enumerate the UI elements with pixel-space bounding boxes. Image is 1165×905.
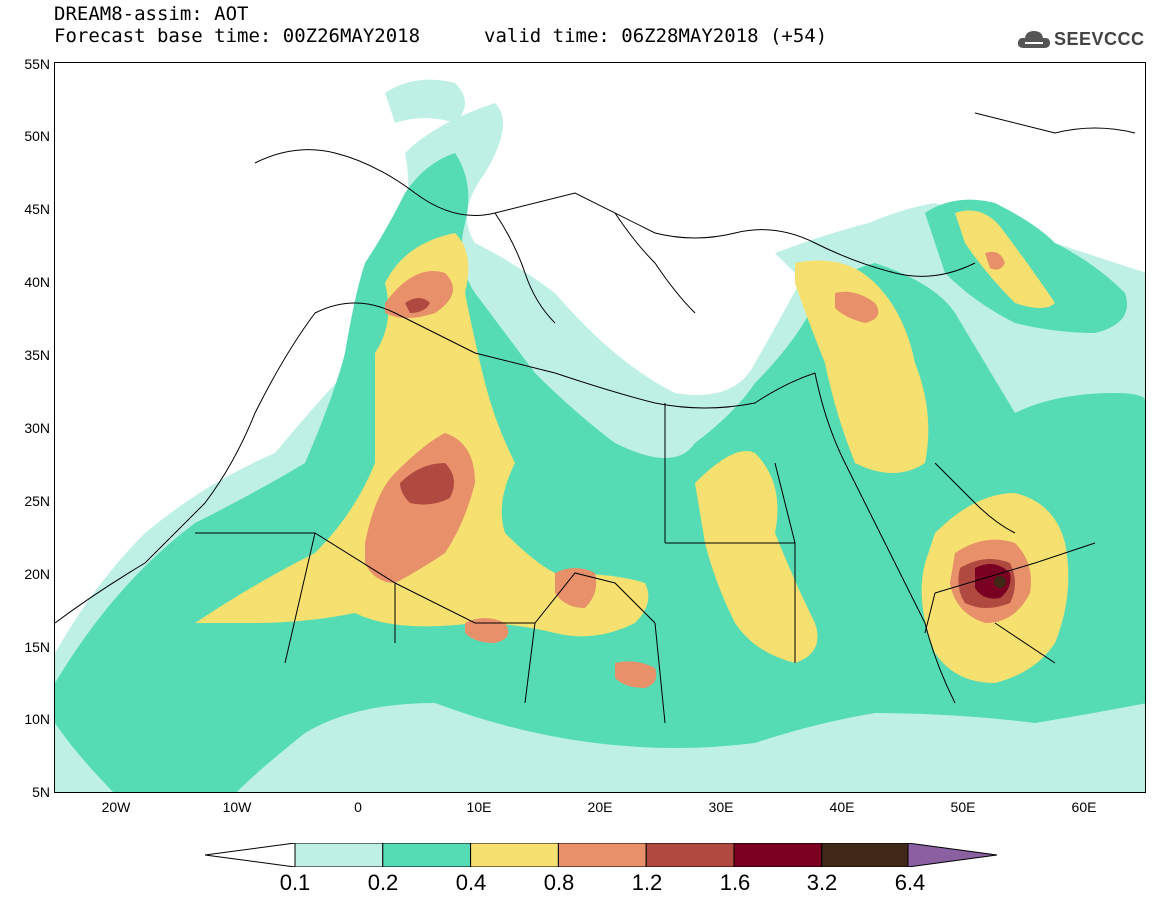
coastlines-and-borders — [55, 112, 1136, 724]
lon-label: 20W — [101, 799, 131, 815]
colorbar-label: 1.6 — [719, 870, 751, 895]
lat-label: 35N — [24, 347, 50, 363]
lat-label: 15N — [24, 639, 50, 655]
colorbar-label: 6.4 — [894, 870, 926, 895]
map-title: DREAM8-assim: AOT — [54, 3, 249, 25]
colorbar-label: 0.8 — [543, 870, 575, 895]
forecast-base-time: Forecast base time: 00Z26MAY2018 — [54, 25, 421, 47]
lon-label: 30E — [708, 799, 734, 815]
colorbar-box — [733, 843, 823, 867]
colorbar-under-arrow — [205, 843, 296, 867]
colorbar-label: 0.2 — [367, 870, 399, 895]
aot-field — [55, 79, 1145, 792]
colorbar-label: 3.2 — [806, 870, 838, 895]
colorbar-box — [645, 843, 735, 867]
colorbar-box — [294, 843, 384, 867]
lat-label: 20N — [24, 566, 50, 582]
valid-time: valid time: 06Z28MAY2018 (+54) — [484, 25, 828, 47]
colorbar-label: 0.1 — [279, 870, 311, 895]
colorbar-over-arrow — [907, 843, 998, 867]
lat-label: 10N — [24, 711, 50, 727]
lon-label: 10E — [466, 799, 492, 815]
lon-label: 20E — [587, 799, 613, 815]
lat-label: 5N — [32, 784, 50, 800]
colorbar-label: 0.4 — [455, 870, 487, 895]
colorbar-box — [557, 843, 647, 867]
lat-label: 25N — [24, 493, 50, 509]
colorbar-box — [470, 843, 559, 867]
colorbar-box — [821, 843, 911, 867]
lat-label: 30N — [24, 420, 50, 436]
aot-map — [54, 62, 1146, 793]
lon-label: 0 — [354, 799, 362, 815]
colorbar-boxes — [294, 843, 911, 867]
lat-label: 40N — [24, 274, 50, 290]
aot-contour-3-2 — [994, 576, 1006, 588]
aot-colorbar — [205, 843, 998, 867]
lat-label: 50N — [24, 128, 50, 144]
aot-contour-0-4 — [195, 210, 1069, 683]
colorbar-label: 1.2 — [631, 870, 663, 895]
lon-label: 50E — [950, 799, 976, 815]
lon-label: 60E — [1071, 799, 1097, 815]
seevccc-logo: SEEVCCC — [1016, 28, 1156, 52]
lon-label: 10W — [222, 799, 252, 815]
lat-label: 45N — [24, 201, 50, 217]
colorbar-box — [382, 843, 472, 867]
lat-label: 55N — [24, 56, 50, 72]
cloud-icon — [1017, 31, 1050, 48]
lon-label: 40E — [829, 799, 855, 815]
logo-text: SEEVCCC — [1054, 29, 1145, 49]
